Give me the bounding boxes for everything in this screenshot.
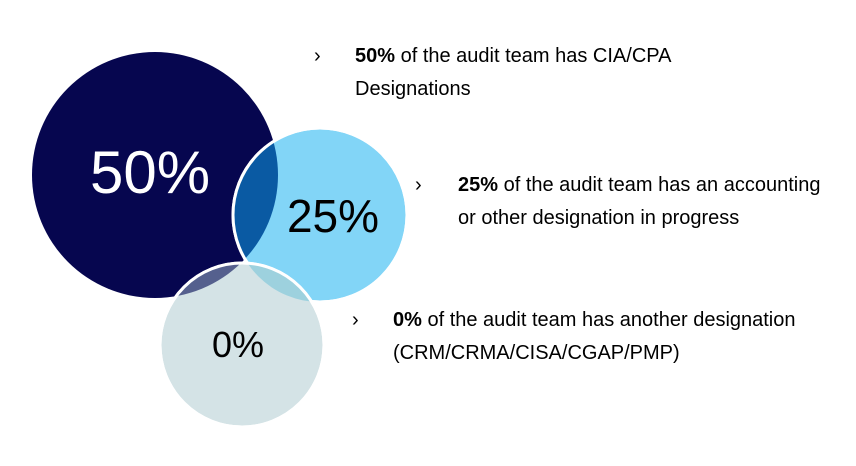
bullet-1-text: of the audit team has CIA/CPA Designatio… [355, 45, 671, 100]
bullet-2-text: of the audit team has an accounting or o… [458, 174, 821, 229]
chevron-icon: › [352, 309, 359, 331]
bullet-item-1: › 50% of the audit team has CIA/CPA Desi… [314, 40, 775, 106]
bullet-item-2: › 25% of the audit team has an accountin… [415, 169, 838, 235]
bullet-2-percent: 25% [458, 174, 499, 196]
bullet-item-3: › 0% of the audit team has another desig… [352, 304, 833, 370]
circle-50-label: 50% [90, 139, 210, 206]
bullet-3-percent: 0% [393, 309, 422, 331]
chevron-icon: › [314, 45, 321, 67]
circle-25-label: 25% [287, 190, 379, 242]
chevron-icon: › [415, 174, 422, 196]
bullet-3-text: of the audit team has another designatio… [393, 309, 796, 364]
circle-0-label: 0% [212, 324, 264, 365]
circle-50 [32, 52, 278, 298]
bullet-1-percent: 50% [355, 45, 396, 67]
venn-diagram: 50% 25% 0% [32, 52, 409, 429]
